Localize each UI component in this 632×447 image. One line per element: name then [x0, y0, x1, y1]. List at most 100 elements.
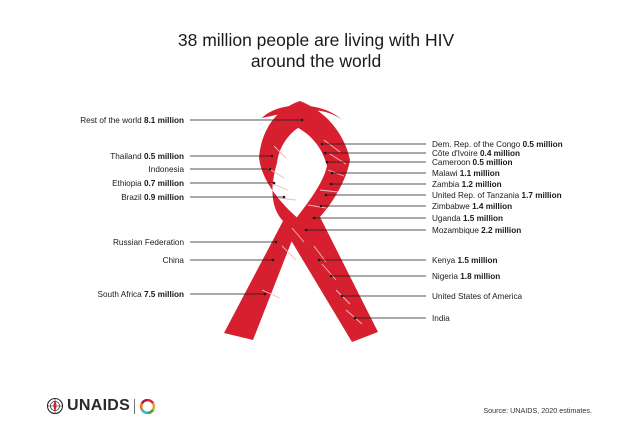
region-name: United Rep. of Tanzania	[432, 191, 520, 200]
leader-dot-nigeria	[329, 274, 333, 278]
label-nigeria: Nigeria 1.8 million	[432, 272, 500, 281]
ribbon-stripe-10	[281, 245, 297, 261]
ribbon-stripe-3	[277, 197, 297, 201]
ribbon-stripe-9	[291, 227, 305, 243]
region-name: Mozambique	[432, 226, 479, 235]
chart-title-line-2: around the world	[250, 51, 382, 71]
label-rest-of-the-world: Rest of the world 8.1 million	[80, 116, 184, 125]
label-united-rep-of-tanzania: United Rep. of Tanzania 1.7 million	[432, 191, 562, 200]
leader-dot-uganda	[312, 216, 316, 220]
leader-dot-united-states-of-america	[340, 294, 344, 298]
region-name: Malawi	[432, 169, 458, 178]
region-name: South Africa	[98, 290, 143, 299]
ribbon	[224, 101, 378, 342]
un-emblem-icon	[46, 397, 64, 415]
chart-title: 38 million people are living with HIV ar…	[0, 30, 632, 72]
ribbon-stripe-15	[345, 309, 363, 325]
label-china: China	[163, 256, 185, 265]
ribbon-stripe-4	[323, 139, 341, 153]
ribbon-stripe-7	[319, 189, 339, 193]
leader-dot-cameroon	[325, 160, 329, 164]
region-name: Côte d'Ivoire	[432, 149, 478, 158]
leader-dot-russian-federation	[274, 240, 278, 244]
region-name: Zambia	[432, 180, 460, 189]
value: 2.2 million	[481, 226, 521, 235]
leader-dot-c-te-d-ivoire	[323, 151, 327, 155]
label-indonesia: Indonesia	[148, 165, 184, 174]
leader-dot-china	[271, 258, 275, 262]
leader-dot-india	[353, 316, 357, 320]
value: 0.7 million	[144, 179, 184, 188]
value: 0.5 million	[473, 158, 513, 167]
ribbon-stripe-12	[313, 245, 327, 263]
leader-dot-malawi	[330, 171, 334, 175]
value: 1.2 million	[462, 180, 502, 189]
ribbon-stripe-14	[335, 289, 351, 305]
unaids-logo: UNAIDS	[46, 396, 156, 416]
region-name: Zimbabwe	[432, 202, 470, 211]
leader-dot-brazil	[282, 195, 286, 199]
value: 1.8 million	[460, 272, 500, 281]
leader-dot-zimbabwe	[319, 204, 323, 208]
region-name: China	[163, 256, 185, 265]
region-name: Nigeria	[432, 272, 458, 281]
value: 1.5 million	[463, 214, 503, 223]
ribbon-right-leg	[286, 101, 378, 342]
label-ethiopia: Ethiopia 0.7 million	[112, 179, 184, 188]
label-zimbabwe: Zimbabwe 1.4 million	[432, 202, 512, 211]
label-uganda: Uganda 1.5 million	[432, 214, 503, 223]
region-name: Uganda	[432, 214, 461, 223]
ribbon-stripe-0	[273, 145, 287, 159]
value: 1.1 million	[460, 169, 500, 178]
region-name: Kenya	[432, 256, 456, 265]
leader-lines	[190, 119, 426, 319]
value: 0.5 million	[523, 140, 563, 149]
labels-left: Rest of the world 8.1 million Thailand 0.…	[80, 116, 184, 299]
label-c-te-d-ivoire: Côte d'Ivoire 0.4 million	[432, 149, 520, 158]
region-name: Indonesia	[148, 165, 184, 174]
value: 7.5 million	[144, 290, 184, 299]
label-kenya: Kenya 1.5 million	[432, 256, 498, 265]
region-name: Thailand	[110, 152, 142, 161]
region-name: United States of America	[432, 292, 523, 301]
ribbon-stripe-13	[321, 263, 337, 281]
logo-text: UNAIDS	[67, 397, 131, 414]
region-name: Cameroon	[432, 158, 471, 167]
leader-dot-rest-of-the-world	[300, 118, 304, 122]
value: 0.4 million	[480, 149, 520, 158]
region-name: India	[432, 314, 450, 323]
chart-title-line-1: 38 million people are living with HIV	[177, 30, 455, 50]
label-south-africa: South Africa 7.5 million	[98, 290, 184, 299]
label-cameroon: Cameroon 0.5 million	[432, 158, 513, 167]
leader-dot-mozambique	[304, 228, 308, 232]
value: 8.1 million	[144, 116, 184, 125]
region-name: Brazil	[121, 193, 142, 202]
logo-separator	[134, 398, 136, 414]
leader-dot-zambia	[329, 182, 333, 186]
ribbon-stripe-8	[307, 204, 327, 209]
value: 0.9 million	[144, 193, 184, 202]
leader-dot-south-africa	[263, 292, 267, 296]
sdg-wheel-icon	[139, 398, 156, 414]
ribbon-stripe-11	[261, 289, 281, 299]
leader-dot-united-rep-of-tanzania	[324, 193, 328, 197]
leader-dots	[263, 118, 357, 320]
value: 1.4 million	[472, 202, 512, 211]
label-dem-rep-of-the-congo: Dem. Rep. of the Congo 0.5 million	[432, 140, 563, 149]
ribbon-loop-top	[262, 105, 342, 120]
region-name: Russian Federation	[113, 238, 184, 247]
source-note: Source: UNAIDS, 2020 estimates.	[483, 406, 592, 415]
leader-dot-ethiopia	[272, 181, 276, 185]
leader-dot-dem-rep-of-the-congo	[320, 142, 324, 146]
value: 1.7 million	[522, 191, 562, 200]
label-mozambique: Mozambique 2.2 million	[432, 226, 521, 235]
region-name: Rest of the world	[80, 116, 142, 125]
label-zambia: Zambia 1.2 million	[432, 180, 502, 189]
label-brazil: Brazil 0.9 million	[121, 193, 184, 202]
label-russian-federation: Russian Federation	[113, 238, 184, 247]
ribbon-stripe-2	[269, 182, 289, 191]
label-thailand: Thailand 0.5 million	[110, 152, 184, 161]
region-name: Ethiopia	[112, 179, 142, 188]
